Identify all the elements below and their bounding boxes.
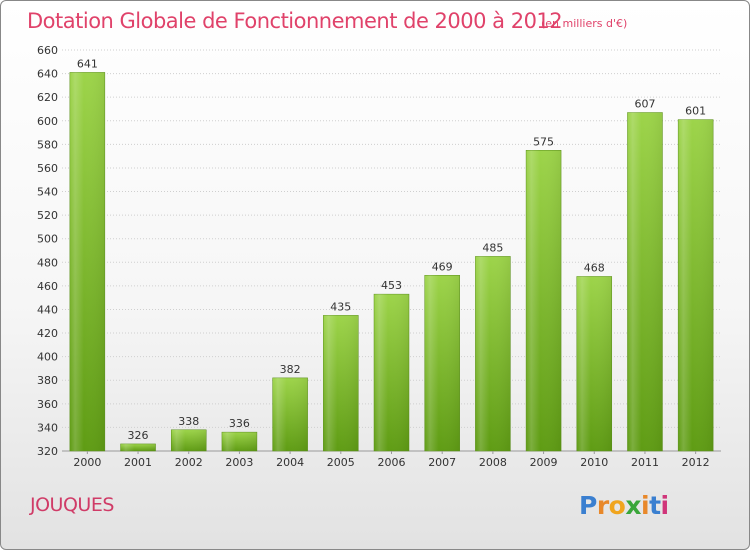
y-tick-label: 480 [37,256,58,269]
bar-2009 [525,150,562,452]
data-labels: 641 326 338 336 382 435 453 469 485 575 468 607 601 [77,57,706,442]
data-label: 338 [178,415,199,428]
data-label: 468 [584,261,605,274]
data-label: 601 [685,105,706,118]
y-tick-label: 340 [37,421,58,434]
bar-sheen [323,315,359,451]
bar-2003 [221,431,258,452]
bar-2005 [323,315,359,452]
data-label: 453 [381,279,402,292]
bar-2000 [69,72,106,452]
y-tick-label: 380 [37,374,58,387]
x-tick-label: 2009 [530,456,558,469]
x-tick-label: 2002 [175,456,203,469]
y-tick-label: 560 [37,162,58,175]
bar-sheen [120,443,156,451]
x-tick-label: 2006 [378,456,406,469]
y-tick-label: 400 [37,351,58,364]
x-tick-label: 2000 [73,456,101,469]
x-tick-label: 2005 [327,456,355,469]
data-label: 641 [77,57,98,70]
bars [69,72,714,452]
bar-2011 [627,112,663,452]
bar-2006 [373,293,410,452]
bar-2008 [475,256,511,452]
y-tick-label: 580 [37,138,58,151]
data-label: 607 [634,98,655,111]
chart-subtitle: (en milliers d'€) [541,17,628,30]
y-tick-label: 620 [37,91,58,104]
x-tick-label: 2003 [225,456,253,469]
bar-2012 [677,119,714,452]
x-tick-label: 2011 [631,456,659,469]
bar-2002 [170,429,207,452]
x-tick-label: 2007 [428,456,456,469]
x-tick-label: 2008 [479,456,507,469]
data-label: 469 [432,260,453,273]
bar-sheen [678,119,714,451]
y-tick-label: 600 [37,115,58,128]
y-tick-label: 460 [37,280,58,293]
y-tick-label: 540 [37,186,58,199]
data-label: 485 [482,241,503,254]
y-tick-label: 440 [37,303,58,316]
x-tick-label: 2001 [124,456,152,469]
data-label: 382 [280,363,301,376]
bar-sheen [475,256,511,451]
y-tick-label: 520 [37,209,58,222]
bar-2004 [272,377,308,452]
bar-sheen [69,72,105,452]
commune-name: JOUQUES [30,494,114,516]
bar-sheen [272,377,308,451]
y-tick-label: 500 [37,233,58,246]
chart-title: Dotation Globale de Fonctionnement de 20… [27,9,563,33]
bar-sheen [627,112,663,452]
y-axis: 320 340 360 380 400 420 440 460 480 500 520 540 560 5… [37,44,58,458]
bar-sheen [424,275,460,451]
y-tick-label: 660 [37,44,58,57]
y-tick-label: 640 [37,68,58,81]
x-axis: 2000 2001 2002 2003 2004 2005 2006 2007 2008 2009… [73,451,710,469]
y-tick-label: 360 [37,398,58,411]
data-label: 336 [229,417,250,430]
bar-sheen [171,429,207,451]
bar-sheen [526,150,562,451]
x-tick-label: 2010 [580,456,608,469]
y-tick-label: 420 [37,327,58,340]
bar-sheen [374,294,409,451]
x-tick-label: 2012 [682,456,710,469]
y-tick-label: 320 [37,445,58,458]
bar-2001 [120,443,156,452]
proxiti-logo: Proxiti [579,491,669,520]
bar-2007 [424,275,460,452]
data-label: 326 [128,429,149,442]
bar-sheen [221,432,257,451]
bar-2010 [576,276,613,452]
data-label: 435 [330,300,351,313]
x-tick-label: 2004 [276,456,304,469]
data-label: 575 [533,135,554,148]
bar-sheen [576,276,612,451]
